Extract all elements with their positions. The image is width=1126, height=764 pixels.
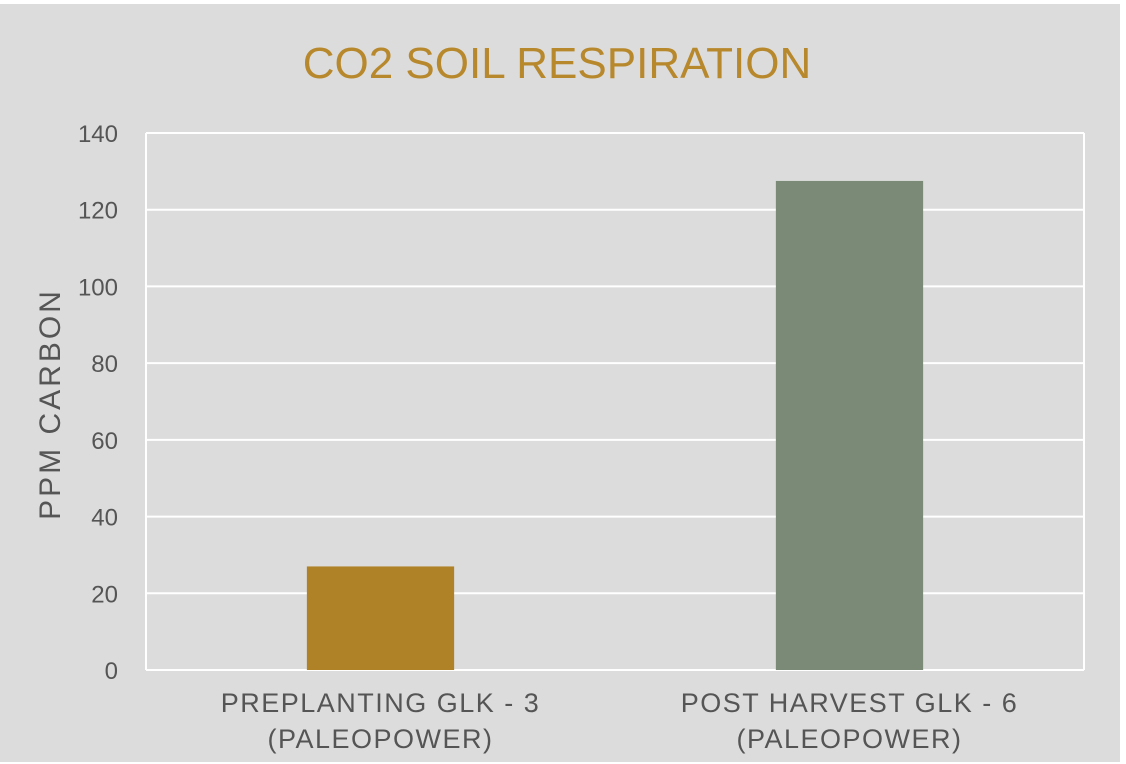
y-axis-label: PPM CARBON bbox=[34, 288, 67, 520]
x-tick-label: PREPLANTING GLK - 3 bbox=[221, 688, 541, 718]
bar bbox=[775, 180, 924, 671]
gridlines bbox=[145, 132, 1085, 671]
y-tick-label: 20 bbox=[91, 581, 118, 608]
bar bbox=[306, 566, 455, 670]
y-tick-label: 0 bbox=[105, 658, 118, 685]
x-axis-labels: PREPLANTING GLK - 3 (PALEOPOWER) POST HARV… bbox=[221, 688, 1019, 754]
y-tick-label: 60 bbox=[91, 428, 118, 455]
x-tick-label: (PALEOPOWER) bbox=[267, 724, 493, 754]
chart-frame bbox=[0, 4, 1120, 762]
x-tick-label: POST HARVEST GLK - 6 bbox=[681, 688, 1019, 718]
chart-title: CO2 SOIL RESPIRATION bbox=[303, 39, 812, 88]
y-tick-label: 80 bbox=[91, 351, 118, 378]
y-axis-ticks: 0 20 40 60 80 100 120 140 bbox=[78, 121, 118, 685]
bars bbox=[306, 180, 924, 671]
y-tick-label: 120 bbox=[78, 198, 118, 225]
x-tick-label: (PALEOPOWER) bbox=[736, 724, 962, 754]
y-tick-label: 100 bbox=[78, 274, 118, 301]
y-tick-label: 140 bbox=[78, 121, 118, 148]
y-tick-label: 40 bbox=[91, 505, 118, 532]
